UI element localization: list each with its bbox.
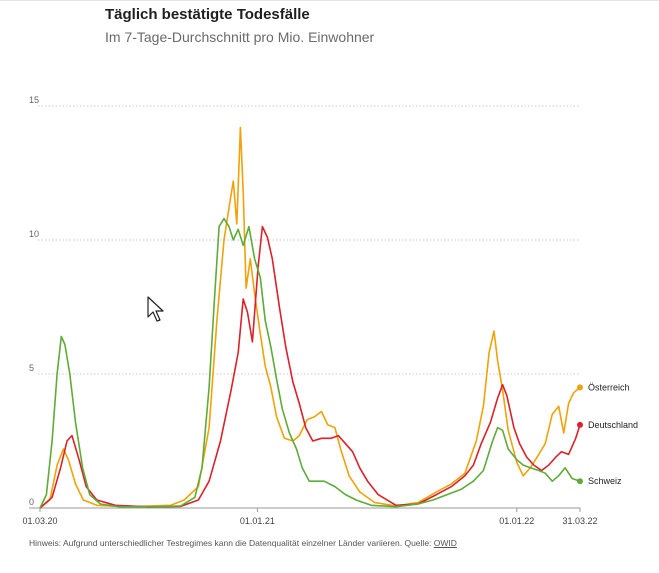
series-lines: [39, 126, 581, 509]
series-endpoints: Österreich Deutschland Schweiz: [577, 382, 638, 486]
y-tick-label: 15: [29, 95, 39, 105]
series-line-schweiz: [39, 217, 581, 509]
y-tick-label: 10: [29, 229, 39, 239]
chart-subtitle: Im 7-Tage-Durchschnitt pro Mio. Einwohne…: [105, 29, 375, 45]
series-label-österreich: Österreich: [588, 382, 630, 392]
x-axis-ticks: 01.03.20 01.01.21 01.01.22 31.03.22: [22, 508, 598, 526]
x-tick-label: 31.03.22: [562, 516, 597, 526]
series-label-schweiz: Schweiz: [588, 476, 622, 486]
footnote-text: Hinweis: Aufgrund unterschiedlicher Test…: [29, 538, 434, 548]
y-tick-label: 5: [29, 363, 34, 373]
y-axis-ticks: 0 5 10 15: [29, 95, 39, 507]
series-endpoint-schweiz: [577, 478, 583, 485]
grid-lines: [29, 105, 580, 509]
top-divider: [0, 0, 659, 1]
chart-title: Täglich bestätigte Todesfälle: [105, 6, 310, 23]
footnote: Hinweis: Aufgrund unterschiedlicher Test…: [29, 538, 457, 548]
y-tick-label: 0: [29, 497, 34, 507]
series-endpoint-deutschland: [577, 421, 583, 428]
x-tick-label: 01.01.21: [240, 516, 275, 526]
x-tick-label: 01.01.22: [499, 516, 534, 526]
series-line-österreich: [39, 126, 581, 509]
source-link[interactable]: OWID: [433, 538, 457, 548]
mouse-cursor-icon: [147, 296, 164, 322]
x-tick-label: 01.03.20: [22, 516, 57, 526]
series-endpoint-österreich: [577, 384, 583, 391]
series-label-deutschland: Deutschland: [588, 420, 638, 430]
